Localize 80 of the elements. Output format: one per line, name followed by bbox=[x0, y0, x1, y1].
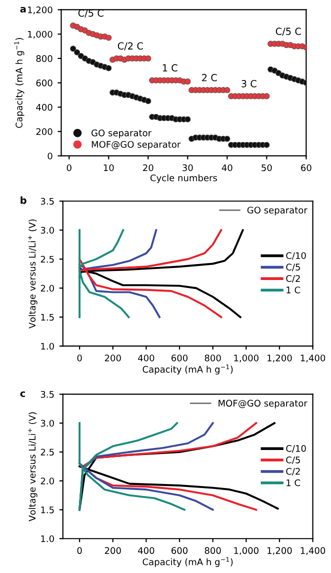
annotation: 2 C bbox=[202, 74, 217, 82]
x-tick-label: 600 bbox=[172, 354, 188, 362]
legend-label: C/10 bbox=[286, 445, 306, 453]
point bbox=[224, 136, 230, 142]
x-tick-label: 400 bbox=[138, 354, 154, 362]
x-tick-label: 800 bbox=[204, 354, 221, 362]
x-tick-label: 1,200 bbox=[268, 354, 292, 362]
text: c bbox=[20, 391, 25, 398]
y-tick-label: 0 bbox=[48, 152, 52, 160]
legend-label: C/2 bbox=[286, 275, 300, 283]
y-tick-label: 1,000 bbox=[28, 30, 52, 39]
y-tick-label: 3.5 bbox=[40, 390, 54, 398]
y-axis-title: Voltage versus Li/Li$^{+}$ (V) bbox=[28, 219, 38, 329]
legend-title: GO separator bbox=[247, 206, 308, 216]
x-tick-label: 400 bbox=[138, 547, 154, 554]
point bbox=[145, 55, 152, 62]
x-tick-label: 0 bbox=[66, 164, 72, 172]
x-tick-label: 800 bbox=[204, 547, 221, 554]
legend-label: C/5 bbox=[286, 456, 300, 464]
x-tick-label: 0 bbox=[77, 354, 82, 362]
point bbox=[224, 87, 230, 94]
legend-label: C/10 bbox=[286, 252, 306, 260]
annotation: 3 C bbox=[242, 80, 256, 88]
x-axis-title: Capacity (mA h g$^{−1}$) bbox=[142, 557, 233, 568]
legend-label: GO separator bbox=[92, 130, 152, 138]
point bbox=[74, 49, 80, 56]
y-tick-label: 3.0 bbox=[40, 420, 54, 427]
legend-label: C/5 bbox=[286, 264, 300, 272]
x-tick-label: 200 bbox=[104, 547, 121, 554]
y-tick-label: 200 bbox=[36, 128, 52, 136]
x-tick-label: 50 bbox=[262, 164, 272, 172]
y-tick-label: 400 bbox=[36, 104, 52, 111]
x-tick-label: 30 bbox=[182, 164, 193, 172]
legend-label: C/2 bbox=[286, 468, 300, 476]
y-tick-label: 3.0 bbox=[40, 226, 54, 234]
y-tick-label: 3.5 bbox=[40, 198, 54, 205]
y-tick-label: 800 bbox=[36, 55, 52, 62]
x-tick-label: 200 bbox=[104, 354, 121, 362]
y-tick-label: 2.5 bbox=[40, 448, 54, 456]
y-tick-label: 1.0 bbox=[41, 535, 54, 542]
legend-label: 1 C bbox=[286, 479, 300, 486]
y-tick-label: 2.0 bbox=[40, 284, 54, 292]
point bbox=[106, 65, 112, 72]
point bbox=[264, 142, 270, 148]
annotation: 1 C bbox=[162, 64, 178, 72]
point bbox=[264, 93, 270, 100]
x-tick-label: 600 bbox=[172, 547, 188, 554]
legend-label: 1 C bbox=[286, 286, 300, 294]
x-tick-label: 20 bbox=[143, 164, 154, 172]
legend-label: MOF@GO separator bbox=[92, 140, 181, 150]
point bbox=[106, 34, 112, 41]
x-axis-title: Cycle numbers bbox=[150, 174, 218, 184]
y-axis-title: Voltage versus Li/Li$^{+}$ (V) bbox=[28, 412, 38, 522]
x-tick-label: 1,200 bbox=[268, 547, 292, 555]
y-tick-label: 2.5 bbox=[40, 256, 54, 263]
annotation: C/5 C bbox=[276, 28, 301, 36]
y-tick-label: 1,200 bbox=[28, 6, 52, 14]
text: a bbox=[20, 6, 26, 13]
legend-title: MOF@GO separator bbox=[218, 400, 308, 408]
x-tick-label: 40 bbox=[222, 164, 232, 172]
y-tick-label: 1.0 bbox=[41, 342, 54, 350]
x-tick-label: 0 bbox=[77, 547, 82, 554]
x-tick-label: 1,000 bbox=[234, 354, 258, 362]
y-tick-label: 2.0 bbox=[40, 478, 54, 484]
x-axis-title: Capacity (mA h g$^{−1}$) bbox=[142, 364, 233, 374]
x-tick-label: 1,400 bbox=[300, 354, 326, 362]
y-axis-title: Capacity (mA h g$^{−1}$) bbox=[14, 38, 24, 128]
x-tick-label: 1,000 bbox=[234, 547, 258, 555]
y-tick-label: 1.5 bbox=[41, 506, 54, 514]
point bbox=[70, 46, 76, 52]
text: b bbox=[20, 196, 26, 204]
annotation: C/2 C bbox=[118, 42, 143, 50]
y-tick-label: 600 bbox=[36, 80, 52, 86]
point bbox=[145, 98, 152, 104]
y-tick-label: 1.5 bbox=[41, 314, 54, 321]
x-tick-label: 1,400 bbox=[300, 547, 326, 555]
point bbox=[184, 78, 191, 85]
point bbox=[184, 116, 191, 122]
x-tick-label: 60 bbox=[301, 164, 312, 172]
x-tick-label: 10 bbox=[104, 164, 114, 172]
